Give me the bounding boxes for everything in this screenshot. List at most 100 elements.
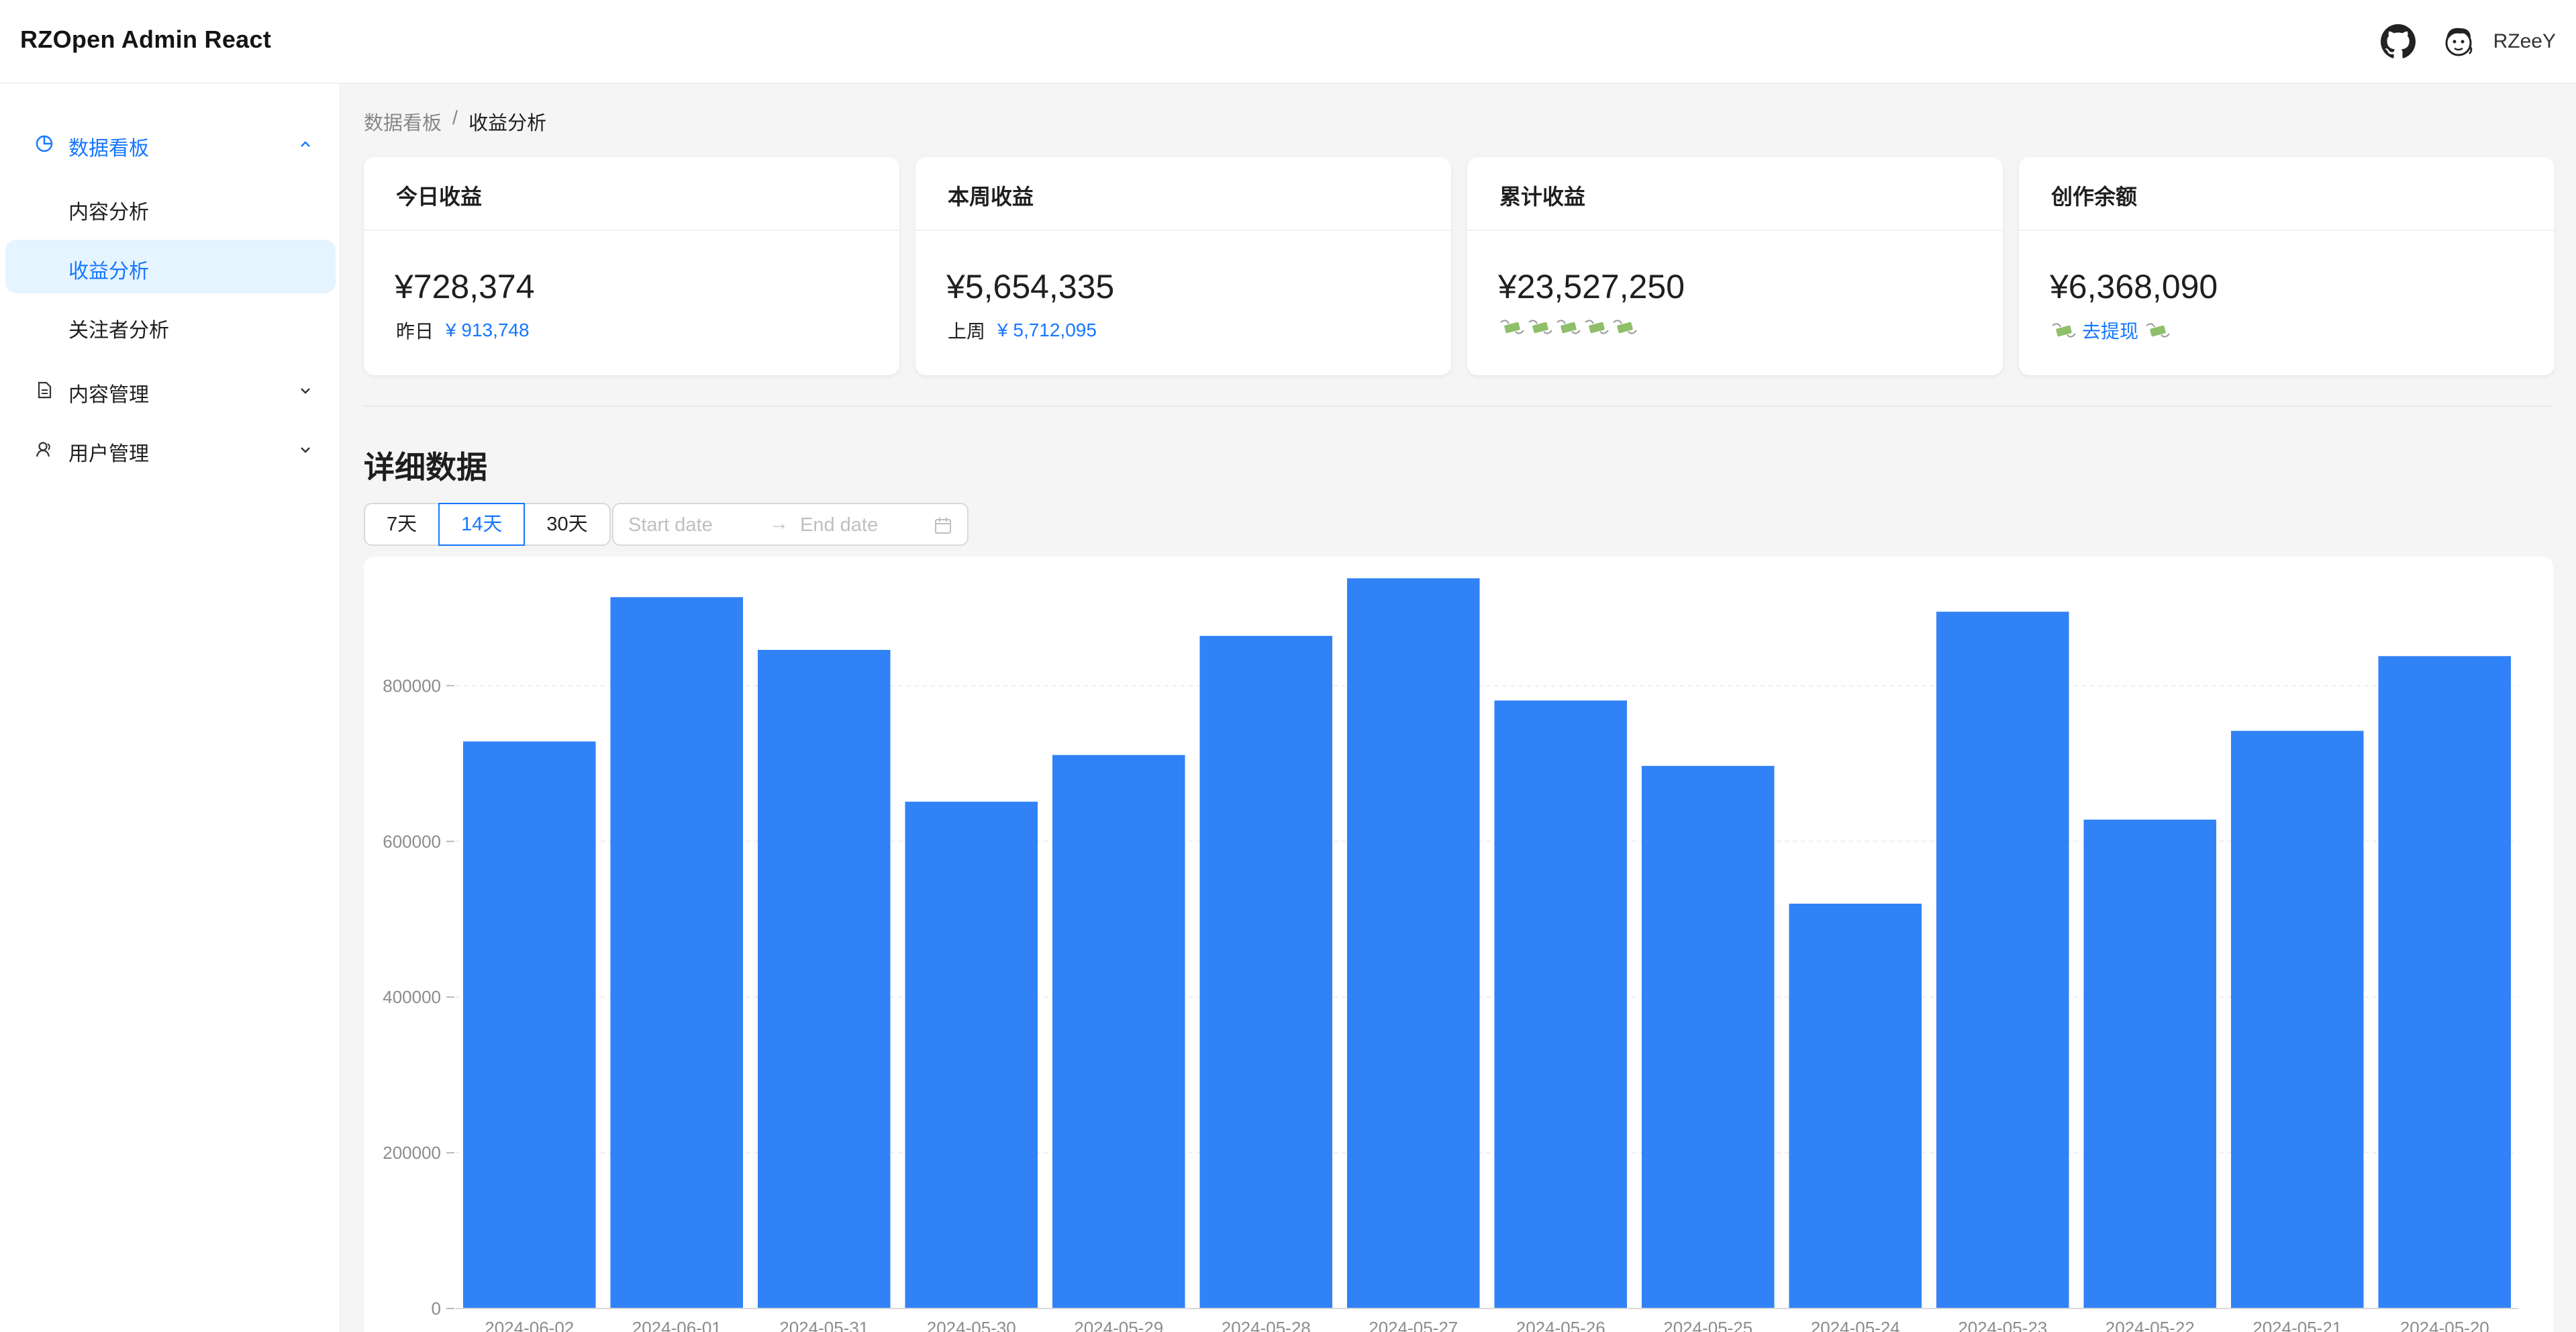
y-tick-label: 200000 <box>383 1143 441 1163</box>
breadcrumb-parent[interactable]: 数据看板 <box>364 113 442 134</box>
bar-2024-05-20[interactable] <box>2378 656 2512 1309</box>
money-with-wings-icon <box>2146 323 2170 338</box>
card-value: ¥6,368,090 <box>2050 268 2218 305</box>
sidebar-item-follower-analysis[interactable]: 关注者分析 <box>5 299 336 352</box>
chart-panel: 0 200000 400000 600000 800000 2024-06-02 2024-… <box>364 557 2553 1332</box>
withdraw-link[interactable]: 去提现 <box>2082 321 2139 342</box>
card-sub: 上周 ¥ 5,712,095 <box>948 317 1097 344</box>
breadcrumb-separator: / <box>452 107 458 129</box>
sidebar-group-content-management[interactable]: 内容管理 <box>5 363 336 417</box>
x-tick-label: 2024-05-25 <box>1663 1318 1752 1332</box>
bar-2024-05-29[interactable] <box>1052 755 1185 1309</box>
stat-card-today: 今日收益 ¥728,374 昨日 ¥ 913,748 <box>364 157 899 375</box>
x-tick-label: 2024-05-22 <box>2106 1318 2195 1332</box>
divider <box>364 406 2553 407</box>
sidebar-group-user-management[interactable]: 用户管理 <box>5 422 336 476</box>
card-sub: 昨日 ¥ 913,748 <box>396 317 530 344</box>
start-date-input[interactable]: Start date <box>628 514 713 536</box>
card-sub-value: ¥ 913,748 <box>446 320 530 340</box>
bar-2024-05-24[interactable] <box>1789 904 1922 1309</box>
money-with-wings-icon <box>1528 320 1552 334</box>
chevron-down-icon <box>301 388 310 394</box>
user-icon <box>36 442 50 457</box>
money-with-wings-icon <box>1585 320 1609 334</box>
withdraw-row: 去提现 <box>2051 317 2173 344</box>
section-title: 详细数据 <box>364 450 487 485</box>
card-title: 累计收益 <box>1467 157 2003 231</box>
bar-2024-05-30[interactable] <box>905 802 1038 1309</box>
bar-2024-05-31[interactable] <box>757 650 891 1309</box>
pie-chart-icon <box>36 135 53 152</box>
chevron-down-icon <box>301 447 310 453</box>
x-tick-label: 2024-05-24 <box>1811 1318 1900 1332</box>
money-with-wings-icon <box>1500 320 1524 334</box>
x-tick-label: 2024-05-31 <box>779 1318 869 1332</box>
bar-2024-05-22[interactable] <box>2083 819 2217 1309</box>
bar-2024-05-23[interactable] <box>1936 612 2069 1309</box>
range-arrow: → <box>769 513 789 534</box>
sidebar-group-dashboard[interactable]: 数据看板 <box>5 117 336 171</box>
bar-2024-06-02[interactable] <box>462 741 596 1309</box>
y-tick-label: 800000 <box>383 675 441 696</box>
sidebar-item-label: 收益分析 <box>68 260 149 283</box>
stat-card-week: 本周收益 ¥5,654,335 上周 ¥ 5,712,095 <box>915 157 1451 375</box>
file-icon <box>38 381 52 399</box>
card-value: ¥728,374 <box>395 268 535 305</box>
github-icon[interactable] <box>2380 24 2416 59</box>
sidebar-group-label: 数据看板 <box>68 138 149 160</box>
card-value: ¥5,654,335 <box>946 268 1115 305</box>
breadcrumb: 数据看板 / 收益分析 <box>364 107 546 136</box>
bar-2024-05-25[interactable] <box>1641 765 1775 1309</box>
sidebar-item-label: 内容分析 <box>68 201 149 224</box>
card-title: 创作余额 <box>2019 157 2555 231</box>
bar-2024-05-27[interactable] <box>1346 578 1480 1309</box>
username[interactable]: RZeeY <box>2493 30 2556 52</box>
range-14d-button[interactable]: 14天 <box>438 503 526 546</box>
y-tick-label: 600000 <box>383 831 441 851</box>
x-tick-label: 2024-05-30 <box>927 1318 1016 1332</box>
sidebar-item-revenue-analysis[interactable]: 收益分析 <box>5 240 336 293</box>
breadcrumb-current: 收益分析 <box>468 113 547 134</box>
y-tick-label: 0 <box>432 1298 441 1319</box>
x-tick-label: 2024-05-20 <box>2400 1318 2489 1332</box>
sidebar-group-label: 内容管理 <box>68 384 149 406</box>
card-sub-value: ¥ 5,712,095 <box>997 320 1097 340</box>
money-with-wings-icon <box>2052 323 2076 338</box>
card-value: ¥23,527,250 <box>1498 268 1685 305</box>
x-tick-label: 2024-05-21 <box>2252 1318 2342 1332</box>
bar-2024-05-28[interactable] <box>1199 636 1333 1309</box>
x-tick-label: 2024-05-23 <box>1958 1318 2047 1332</box>
money-with-wings-icon <box>1613 320 1637 334</box>
card-sub-label: 昨日 <box>396 321 434 342</box>
sidebar-item-label: 关注者分析 <box>68 320 169 342</box>
y-tick-label: 400000 <box>383 987 441 1007</box>
range-7d-button[interactable]: 7天 <box>364 503 440 546</box>
sidebar-item-content-analysis[interactable]: 内容分析 <box>5 181 336 234</box>
stat-card-total: 累计收益 ¥23,527,250 <box>1467 157 2003 375</box>
x-tick-label: 2024-06-01 <box>632 1318 722 1332</box>
stat-card-balance: 创作余额 ¥6,368,090 去提现 <box>2019 157 2555 375</box>
x-tick-label: 2024-05-26 <box>1516 1318 1605 1332</box>
sidebar: 数据看板 内容分析 收益分析 关注者分析 内容管理 用户管理 <box>0 84 341 1332</box>
app-logo[interactable]: RZOpen Admin React <box>20 26 272 53</box>
date-range-picker[interactable]: Start date → End date <box>612 503 969 546</box>
bar-2024-06-01[interactable] <box>610 597 744 1309</box>
avatar[interactable] <box>2440 23 2477 60</box>
chevron-up-icon <box>301 141 310 147</box>
range-30d-button[interactable]: 30天 <box>524 503 611 546</box>
x-tick-label: 2024-05-28 <box>1222 1318 1311 1332</box>
money-icons-row <box>1499 317 1640 337</box>
card-title: 今日收益 <box>364 157 899 231</box>
x-tick-label: 2024-05-29 <box>1074 1318 1163 1332</box>
revenue-bar-chart: 0 200000 400000 600000 800000 2024-06-02 2024-… <box>383 578 2518 1332</box>
bar-2024-05-26[interactable] <box>1494 700 1628 1309</box>
calendar-icon[interactable] <box>934 516 952 535</box>
range-segmented: 7天 14天 30天 <box>364 503 611 546</box>
top-header: RZOpen Admin React RZeeY <box>0 0 2576 84</box>
bar-2024-05-21[interactable] <box>2230 730 2364 1309</box>
header-actions: RZeeY <box>2380 21 2556 62</box>
x-tick-label: 2024-05-27 <box>1369 1318 1458 1332</box>
end-date-input[interactable]: End date <box>800 514 879 536</box>
card-title: 本周收益 <box>915 157 1451 231</box>
money-with-wings-icon <box>1556 320 1581 334</box>
